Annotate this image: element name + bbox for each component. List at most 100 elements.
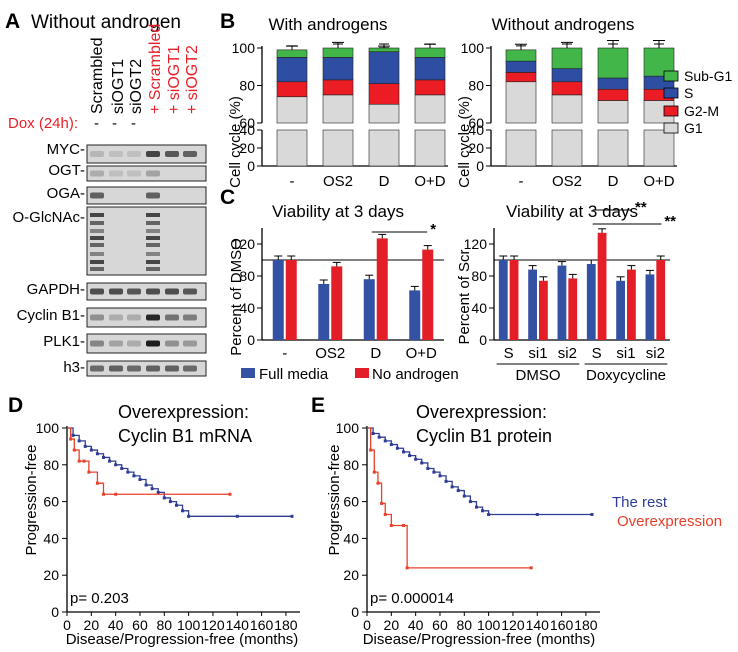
bar-segment <box>322 47 354 58</box>
significance-label: ** <box>635 199 647 216</box>
bar <box>656 260 666 340</box>
bar-segment <box>643 129 675 167</box>
y-tick-label: 120 <box>464 236 488 252</box>
censor-mark <box>95 452 99 456</box>
x-tick-label: 20 <box>384 617 400 633</box>
glcnac-band <box>146 213 160 217</box>
blot-band <box>90 288 104 295</box>
bar-segment <box>597 88 629 101</box>
y-tick-label: 0 <box>247 332 255 348</box>
censor-mark <box>132 474 136 478</box>
censor-mark <box>376 481 380 485</box>
bar-segment <box>276 96 308 124</box>
censor-mark <box>444 479 448 483</box>
x-tick-label: OS2 <box>552 173 582 190</box>
glcnac-band <box>90 243 104 247</box>
x-tick-label: S <box>504 345 514 362</box>
y-tick-label: 40 <box>471 300 487 316</box>
bar-segment <box>551 47 583 69</box>
blot-label-h3: h3- <box>63 359 85 376</box>
censor-mark <box>474 505 478 509</box>
legend-label-g1: G1 <box>684 120 703 136</box>
censor-mark <box>389 524 393 528</box>
glcnac-band <box>90 260 104 264</box>
bar-segment <box>276 129 308 167</box>
bar-segment <box>597 77 629 90</box>
x-tick-label: 180 <box>574 617 598 633</box>
group-label: Doxycycline <box>586 367 666 384</box>
y-tick-label: 20 <box>343 567 359 583</box>
y-tick-label: 80 <box>471 268 487 284</box>
bar <box>627 269 636 340</box>
y-tick-label: 0 <box>51 604 59 620</box>
lane-header-siogt1: siOGT1 <box>110 59 127 114</box>
bar-segment <box>322 79 354 96</box>
blot-band <box>90 192 104 199</box>
y-tick-label: 20 <box>468 140 484 156</box>
blot-strip <box>86 206 207 276</box>
censor-mark <box>114 492 118 496</box>
censor-mark <box>369 448 373 452</box>
censor-mark <box>150 487 154 491</box>
bar <box>498 260 508 340</box>
blot-band <box>109 151 123 157</box>
x-tick-label: 0 <box>63 617 71 633</box>
bar-segment <box>276 81 308 98</box>
censor-mark <box>468 500 472 504</box>
censor-mark <box>371 432 375 436</box>
panel-d-pvalue: p= 0.203 <box>70 590 129 607</box>
bar <box>509 260 519 340</box>
x-tick-label: O+D <box>406 345 437 362</box>
censor-mark <box>426 466 430 470</box>
significance-label: ** <box>664 213 676 230</box>
censor-mark <box>144 483 148 487</box>
x-tick-label: O+D <box>414 173 445 190</box>
y-tick-label: 0 <box>479 332 487 348</box>
legend-label-s: S <box>684 85 693 101</box>
bar-segment <box>551 81 583 96</box>
legend-swatch-sub-g1 <box>663 70 679 82</box>
blot-band <box>90 340 104 347</box>
bar <box>539 280 548 340</box>
x-tick-label: - <box>519 173 524 190</box>
bar <box>645 274 655 340</box>
blot-band <box>183 340 197 347</box>
x-tick-label: - <box>290 173 295 190</box>
glcnac-band <box>146 229 160 233</box>
bar-segment <box>414 129 446 167</box>
panel-e-letter: E <box>311 394 325 417</box>
censor-mark <box>89 448 93 452</box>
bar <box>318 284 330 340</box>
blot-labels: MYC- OGT- OGA- O-GlcNAc- GAPDH- Cyclin B… <box>13 141 86 376</box>
blot-band <box>165 365 179 372</box>
blot-band <box>109 365 123 372</box>
x-tick-label: D <box>608 173 619 190</box>
glcnac-band <box>90 213 104 217</box>
blot-band <box>127 365 141 372</box>
y-tick-label: 40 <box>468 122 484 138</box>
blot-label-myc: MYC- <box>47 141 85 158</box>
panel-b-letter: B <box>220 10 235 33</box>
bar <box>528 269 537 340</box>
bar-segment <box>505 81 537 124</box>
panel-c-right-ylabel: Percent of Scr <box>456 249 473 344</box>
blot-band <box>146 340 160 347</box>
censor-mark <box>389 443 393 447</box>
lane-header-scrambled: Scrambled <box>89 38 106 114</box>
censor-mark <box>82 459 86 463</box>
x-tick-label: 60 <box>432 617 448 633</box>
panel-e-ylabel: Progression-free <box>326 445 343 556</box>
panel-c-letter: C <box>220 186 235 209</box>
bar-segment <box>597 129 629 167</box>
panel-e-pvalue: p= 0.000014 <box>370 590 454 607</box>
blot-label-cyclin-b1: Cyclin B1- <box>17 307 85 324</box>
blot-band <box>183 288 197 295</box>
blot-label-gapdh: GAPDH- <box>27 281 85 298</box>
y-tick-label: 80 <box>343 457 359 473</box>
blot-band <box>127 340 141 347</box>
y-tick-label: 0 <box>247 158 255 174</box>
bar <box>409 290 421 340</box>
censor-mark <box>72 448 76 452</box>
censor-mark <box>114 463 118 467</box>
bar-segment <box>322 57 354 81</box>
